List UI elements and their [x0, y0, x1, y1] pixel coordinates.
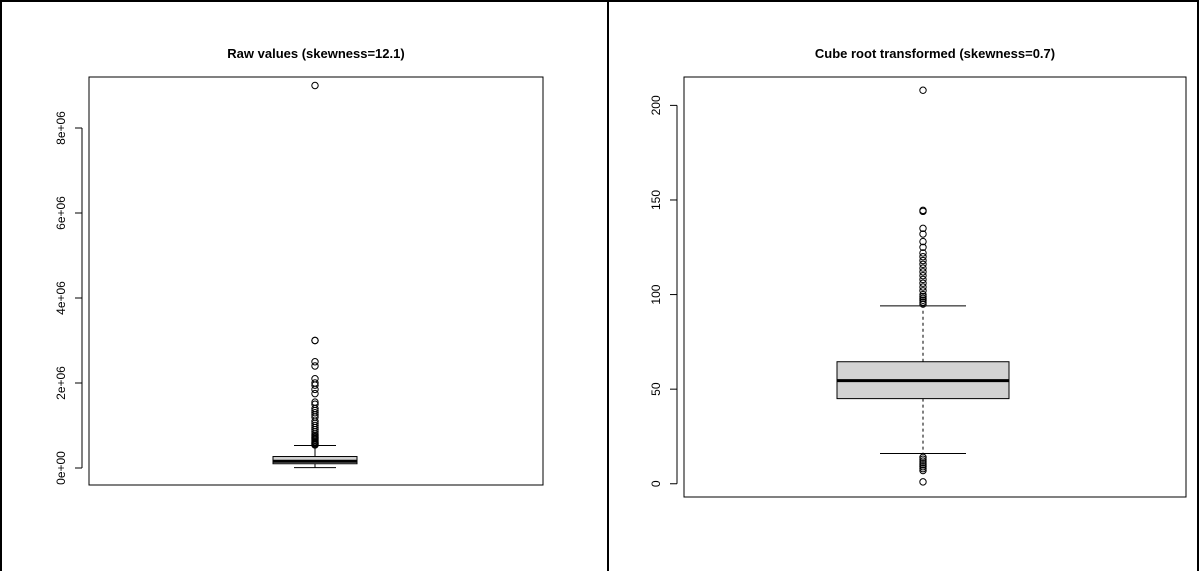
- outlier-point: [919, 224, 927, 233]
- outlier-point: [919, 298, 927, 306]
- outlier-point: [919, 264, 927, 272]
- y-tick-label: 4e+06: [54, 281, 68, 315]
- outlier-point: [311, 375, 319, 383]
- chart-title: Raw values (skewness=12.1): [227, 46, 404, 61]
- outlier-point: [919, 464, 927, 473]
- y-tick-label: 200: [649, 95, 663, 115]
- outlier-point: [919, 292, 927, 301]
- outlier-point: [919, 296, 927, 304]
- outlier-point: [919, 294, 927, 303]
- outlier-point: [919, 290, 927, 299]
- outlier-point: [919, 243, 927, 251]
- outlier-point: [311, 379, 319, 387]
- outlier-point: [919, 230, 927, 238]
- outlier-point: [919, 268, 927, 276]
- outlier-point: [919, 459, 927, 467]
- outlier-point: [919, 249, 927, 257]
- chart-panel-left: Raw values (skewness=12.1) 0e+00 2e+06 4e+…: [0, 0, 608, 571]
- outlier-point: [919, 463, 927, 471]
- outlier-point: [919, 461, 927, 469]
- y-tick-label: 8e+06: [54, 111, 68, 145]
- outlier-point: [919, 455, 927, 463]
- outlier-point: [919, 287, 927, 295]
- outlier-point: [919, 260, 927, 268]
- outlier-point: [311, 389, 319, 398]
- outlier-point: [919, 466, 927, 475]
- outlier-point: [919, 271, 927, 280]
- outlier-point: [919, 256, 927, 265]
- outlier-point: [919, 279, 927, 287]
- outlier-point: [311, 421, 319, 430]
- y-tick-label: 0e+00: [54, 451, 68, 485]
- outlier-point: [311, 81, 319, 90]
- outlier-point: [311, 358, 319, 366]
- outlier-point: [919, 478, 927, 486]
- outlier-point: [311, 336, 319, 345]
- plot-frame: [88, 76, 544, 486]
- y-tick-label: 0: [649, 480, 663, 487]
- chart-title: Cube root transformed (skewness=0.7): [815, 46, 1055, 61]
- outlier-point: [919, 86, 927, 94]
- chart-cube-root: Cube root transformed (skewness=0.7) 0 50…: [649, 46, 1187, 498]
- outlier-point: [919, 206, 927, 215]
- outlier-point: [919, 453, 927, 461]
- y-tick-label: 2e+06: [54, 366, 68, 400]
- y-tick-label: 100: [649, 284, 663, 304]
- plot-frame-group: 0e+00 2e+06 4e+06 6e+06 8e+06: [54, 76, 544, 486]
- outlier-point: [311, 362, 319, 370]
- chart-raw-values: Raw values (skewness=12.1) 0e+00 2e+06 4e+…: [54, 46, 544, 486]
- chart-panel-right: Cube root transformed (skewness=0.7) 0 50…: [608, 0, 1199, 571]
- outlier-point: [919, 253, 927, 261]
- outlier-point: [919, 275, 927, 284]
- outlier-point: [919, 300, 927, 308]
- plot-frame: [683, 76, 1187, 498]
- y-tick-label: 150: [649, 190, 663, 210]
- plot-frame-group: 0 50 100 150 200: [649, 76, 1187, 498]
- outlier-point: [311, 400, 319, 408]
- outlier-point: [919, 283, 927, 291]
- y-tick-label: 6e+06: [54, 196, 68, 230]
- outlier-point: [919, 457, 927, 465]
- outlier-point: [311, 409, 319, 417]
- y-tick-label: 50: [649, 382, 663, 396]
- outlier-point: [311, 398, 319, 406]
- outlier-point: [919, 237, 927, 246]
